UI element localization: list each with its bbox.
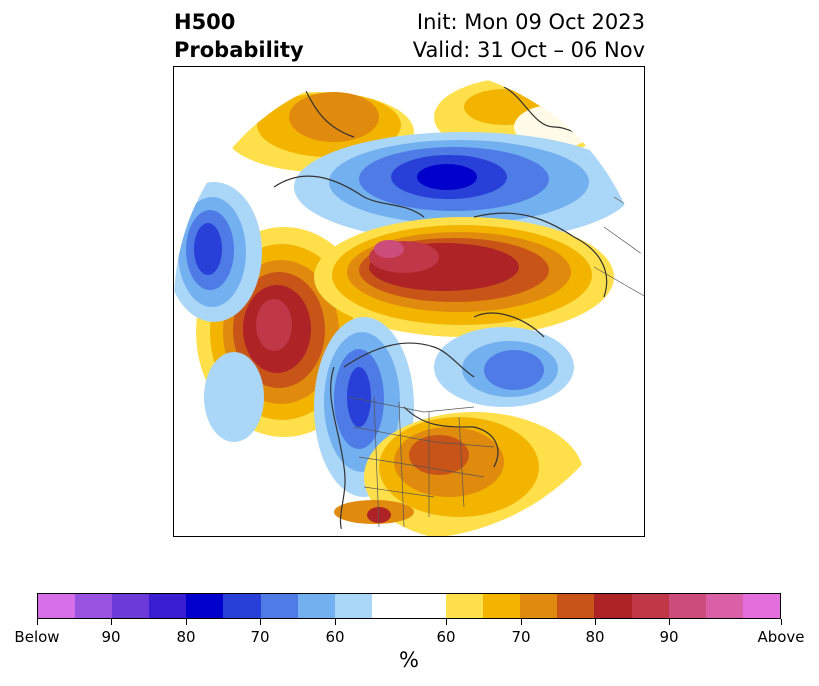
colorbar-swatch-below-4 bbox=[186, 594, 224, 618]
valid-range: Valid: 31 Oct – 06 Nov bbox=[412, 38, 645, 62]
anomaly-positive-polar bbox=[314, 217, 614, 337]
anomaly-negative-arctic bbox=[294, 132, 634, 242]
colorbar-tick bbox=[260, 619, 261, 625]
variable-label: H500 bbox=[174, 10, 236, 34]
init-date: Init: Mon 09 Oct 2023 bbox=[416, 10, 645, 34]
colorbar-swatch-below-5 bbox=[223, 594, 261, 618]
colorbar-swatch-above-1 bbox=[483, 594, 521, 618]
colorbar-swatch-below-1 bbox=[75, 594, 113, 618]
date-info: Init: Mon 09 Oct 2023 Valid: 31 Oct – 06… bbox=[413, 8, 645, 64]
colorbar-tick-label: 70 bbox=[511, 628, 531, 646]
map-graphic bbox=[174, 77, 644, 536]
colorbar-tick bbox=[595, 619, 596, 625]
polar-map bbox=[173, 66, 645, 537]
colorbar-swatch-above-5 bbox=[631, 594, 669, 618]
colorbar-tick-label: 70 bbox=[250, 628, 270, 646]
colorbar-swatch-below-8 bbox=[334, 594, 372, 618]
colorbar-swatch-neutral bbox=[371, 594, 447, 618]
colorbar-swatch-below-2 bbox=[112, 594, 150, 618]
colorbar-tick bbox=[446, 619, 447, 625]
colorbar-swatch-above-2 bbox=[520, 594, 558, 618]
product-label: Probability bbox=[174, 38, 304, 62]
colorbar-tick-label: 80 bbox=[176, 628, 196, 646]
chart-title: H500 Probability bbox=[174, 8, 304, 64]
colorbar-swatch-above-6 bbox=[668, 594, 706, 618]
colorbar-tick bbox=[521, 619, 522, 625]
colorbar-tick bbox=[186, 619, 187, 625]
colorbar-swatch-below-0 bbox=[38, 594, 76, 618]
colorbar-tick-label: 80 bbox=[585, 628, 605, 646]
colorbar-swatch-above-7 bbox=[705, 594, 743, 618]
units-label: % bbox=[399, 648, 419, 672]
colorbar-tick-label: Above bbox=[757, 628, 805, 646]
colorbar-tick bbox=[111, 619, 112, 625]
colorbar-swatch-above-3 bbox=[557, 594, 595, 618]
colorbar-tick-label: 90 bbox=[101, 628, 121, 646]
colorbar-tick bbox=[335, 619, 336, 625]
colorbar-tick bbox=[781, 619, 782, 625]
colorbar-swatch-above-0 bbox=[446, 594, 484, 618]
colorbar-tick bbox=[37, 619, 38, 625]
colorbar-swatch-below-7 bbox=[297, 594, 335, 618]
colorbar-swatch-below-3 bbox=[149, 594, 187, 618]
colorbar-swatch-above-4 bbox=[594, 594, 632, 618]
colorbar-tick bbox=[669, 619, 670, 625]
anomaly-negative-atlantic bbox=[434, 327, 574, 407]
colorbar-tick-label: 90 bbox=[659, 628, 679, 646]
colorbar-tick-label: 60 bbox=[325, 628, 345, 646]
colorbar-tick-label: 60 bbox=[436, 628, 456, 646]
colorbar-swatch-above-8 bbox=[742, 594, 780, 618]
coastlines bbox=[273, 86, 615, 536]
anomaly-positive-siberia bbox=[224, 92, 414, 172]
colorbar-tick-label: Below bbox=[14, 628, 60, 646]
anomaly-negative-wpacific bbox=[174, 182, 264, 442]
legend-colorbar bbox=[37, 593, 781, 619]
colorbar-swatch-below-6 bbox=[260, 594, 298, 618]
